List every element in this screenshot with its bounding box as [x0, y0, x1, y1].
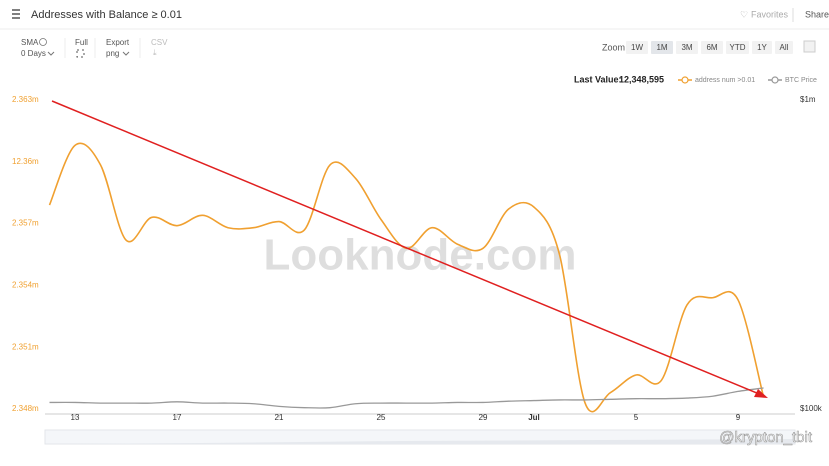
zoom-button[interactable] — [726, 41, 749, 54]
zoom-button[interactable] — [626, 41, 648, 54]
x-tick-label: 25 — [377, 413, 386, 422]
zoom-button-label: 1Y — [757, 43, 767, 52]
share-button[interactable]: Share — [805, 9, 829, 19]
x-tick-label: Jul — [528, 413, 540, 422]
zoom-label: Zoom — [602, 42, 625, 52]
series-line — [49, 387, 764, 409]
export-label: Export — [106, 38, 130, 47]
plot: 2.363m 12.36m 2.357m 2.354m 2.351m 2.348m $1m $… — [12, 95, 823, 422]
zoom-button[interactable] — [775, 41, 793, 54]
x-tick-label: 17 — [173, 413, 182, 422]
info-icon[interactable] — [39, 38, 47, 46]
credit-watermark: @krypton_tbit — [719, 429, 813, 446]
last-value: 12,348,595 — [619, 74, 664, 84]
full-label: Full — [75, 38, 88, 47]
legend-marker — [681, 76, 689, 84]
zoom-button-label: 6M — [706, 43, 717, 52]
chevron — [122, 51, 130, 56]
zoom-button[interactable] — [676, 41, 698, 54]
series-line — [48, 142, 765, 413]
zoom-button[interactable] — [651, 41, 673, 54]
zoom-button[interactable] — [701, 41, 723, 54]
x-tick-label: 29 — [479, 413, 488, 422]
x-tick-label: 9 — [736, 413, 741, 422]
page-title: Addresses with Balance ≥ 0.01 — [31, 9, 182, 21]
legend-marker — [771, 76, 779, 84]
legend-label: address num >0.01 — [695, 77, 755, 84]
zoom-button-label: 3M — [681, 43, 692, 52]
favorites-button[interactable]: Favorites — [751, 9, 789, 19]
y-tick-label: 2.348m — [12, 404, 39, 413]
y-tick-label: 2.363m — [12, 95, 39, 104]
y-tick-label: 12.36m — [12, 157, 39, 166]
x-tick-label: 13 — [71, 413, 80, 422]
fullscreen-button[interactable] — [76, 49, 85, 58]
zoom-button-label: 1W — [631, 43, 643, 52]
legend: address num >0.01 BTC Price — [678, 76, 817, 84]
zoom-button[interactable] — [752, 41, 772, 54]
y2-tick-label: $100k — [800, 404, 823, 413]
csv-label[interactable]: CSV — [151, 38, 168, 47]
y-tick-label: 2.354m — [12, 281, 39, 290]
favorites-icon[interactable]: ♡ — [740, 9, 748, 19]
arrow-head — [754, 389, 768, 398]
sma-select[interactable]: 0 Days — [21, 49, 46, 58]
y-tick-label: 2.357m — [12, 219, 39, 228]
x-tick-label: 5 — [634, 413, 639, 422]
last-value-label: Last Value: — [574, 74, 622, 84]
sma-label: SMA — [21, 38, 39, 47]
export-select[interactable]: png — [106, 49, 119, 58]
zoom-buttons: 1W 1M 3M 6M YTD 1Y All — [626, 41, 793, 54]
navigator-area — [45, 439, 795, 444]
zoom-button-label: All — [780, 43, 789, 52]
zoom-button-label: 1M — [656, 43, 667, 52]
legend-label: BTC Price — [785, 77, 817, 84]
options-button[interactable] — [803, 40, 816, 53]
trend-arrow — [51, 100, 765, 397]
x-tick-label: 21 — [275, 413, 284, 422]
zoom-button-label: YTD — [730, 43, 746, 52]
menu-icon[interactable] — [12, 9, 20, 19]
y2-tick-label: $1m — [800, 95, 816, 104]
y-tick-label: 2.351m — [12, 342, 39, 351]
chevron — [47, 51, 55, 56]
download-icon[interactable]: ⤓ — [153, 48, 157, 57]
